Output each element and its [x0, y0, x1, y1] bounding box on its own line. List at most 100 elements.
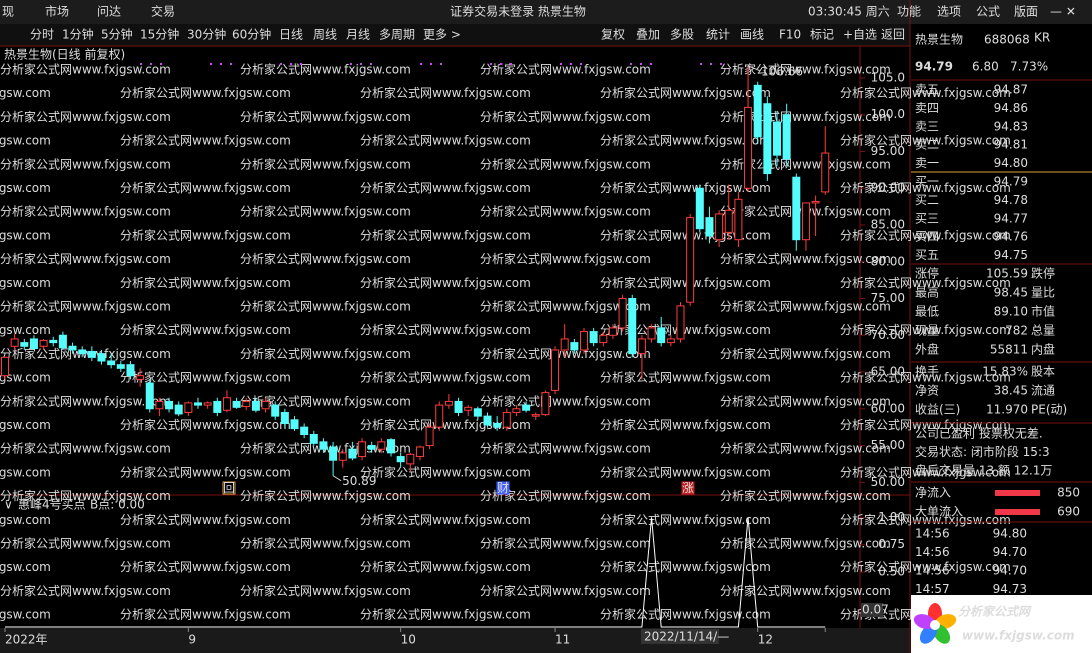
watermark: 分析家公式网www.fxjgsw.com	[840, 464, 1011, 479]
high-label: 106.66	[761, 64, 803, 78]
period-tab[interactable]: 1分钟	[62, 27, 94, 42]
candle-body	[242, 400, 251, 408]
menu-item[interactable]: 交易	[151, 4, 175, 19]
candle-body	[676, 305, 685, 340]
watermark: 分析家公式网www.fxjgsw.com	[360, 370, 531, 385]
candle-body	[10, 338, 19, 347]
menu-item[interactable]: 问达	[97, 5, 121, 19]
x-tick-label: 12	[758, 633, 773, 647]
candle-body	[329, 446, 338, 461]
event-marker[interactable]	[222, 481, 236, 495]
watermark: 分析家公式网www.fxjgsw.com	[360, 512, 531, 527]
watermark: 分析家公式网www.fxjgsw.com	[0, 559, 51, 574]
tool-button[interactable]: 复权	[601, 28, 625, 42]
watermark: 分析家公式网www.fxjgsw.com	[0, 322, 51, 337]
watermark: 分析家公式网www.fxjgsw.com	[480, 583, 651, 598]
watermark: 分析家公式网www.fxjgsw.com	[480, 62, 651, 77]
watermark: 分析家公式网www.fxjgsw.com	[600, 607, 771, 622]
menu-item[interactable]: 现	[2, 5, 14, 19]
watermark: 分析家公式网www.fxjgsw.com	[120, 227, 291, 242]
candle-body	[68, 345, 77, 351]
candle-body	[232, 400, 241, 408]
stock-tag: KR	[1034, 31, 1050, 45]
tool-button[interactable]: 叠加	[636, 28, 660, 42]
indicator-line	[5, 517, 826, 628]
menu-item[interactable]: 选项	[937, 5, 961, 19]
menu-item[interactable]: 公式	[976, 5, 1000, 19]
candle-body	[415, 446, 424, 458]
candle-body	[502, 411, 511, 428]
tool-button[interactable]: 返回	[881, 28, 905, 42]
period-tab[interactable]: 30分钟	[187, 27, 226, 42]
watermark: 分析家公式网www.fxjgsw.com	[600, 180, 771, 195]
period-tab[interactable]: 月线	[346, 28, 370, 42]
tool-button[interactable]: 画线	[740, 28, 764, 42]
period-tab[interactable]: 60分钟	[232, 27, 271, 42]
menu-item[interactable]: 市场	[45, 4, 69, 19]
menu-item[interactable]: 版面	[1014, 5, 1038, 19]
annotation-line	[747, 65, 761, 72]
clock: 03:30:45 周六	[808, 5, 890, 19]
tool-button[interactable]: 标记	[810, 28, 834, 42]
candle-body	[715, 213, 724, 241]
trade-price: 94.73	[993, 582, 1027, 596]
menu-item[interactable]: 功能	[897, 5, 921, 19]
stat-label: 股本	[1031, 365, 1055, 379]
watermark: 分析家公式网www.fxjgsw.com	[840, 322, 1011, 337]
period-tab[interactable]: 周线	[313, 28, 337, 42]
watermark: 分析家公式网www.fxjgsw.com	[600, 133, 771, 148]
watermark: 分析家公式网www.fxjgsw.com	[600, 275, 771, 290]
watermark: 分析家公式网www.fxjgsw.com	[120, 133, 291, 148]
stat-label: 换手	[915, 365, 939, 379]
period-tab[interactable]: 分时	[30, 28, 54, 42]
signal-dot	[570, 63, 572, 65]
candle-body	[734, 198, 743, 241]
stat-value: 89.10	[994, 305, 1028, 319]
period-tab[interactable]: 日线	[279, 28, 303, 42]
watermark: 分析家公式网www.fxjgsw.com	[600, 227, 771, 242]
candle-body	[203, 402, 212, 406]
candle-body	[589, 331, 598, 344]
candle-body	[20, 342, 29, 347]
signal-dot	[420, 63, 422, 65]
event-marker[interactable]	[496, 481, 510, 495]
candle-body	[493, 422, 502, 428]
flow-label: 净流入	[915, 486, 951, 500]
period-tab[interactable]: 5分钟	[101, 27, 133, 42]
tool-button[interactable]: +自选	[843, 28, 877, 42]
tool-button[interactable]: 统计	[706, 28, 730, 42]
candle-body	[58, 334, 67, 349]
watermark: 分析家公式网www.fxjgsw.com	[240, 536, 411, 551]
watermark: 分析家公式网www.fxjgsw.com	[720, 156, 891, 171]
tool-button[interactable]: F10	[779, 28, 801, 42]
watermark: 分析家公式网www.fxjgsw.com	[120, 370, 291, 385]
event-marker[interactable]	[681, 481, 695, 495]
period-tab[interactable]: 多周期	[379, 28, 415, 42]
period-tab[interactable]: 更多 >	[423, 28, 461, 42]
candle-body	[666, 338, 675, 344]
book-label: 买五	[915, 248, 939, 262]
status-line: 交易状态: 闭市阶段 15:3	[915, 444, 1050, 459]
book-label: 买一	[915, 175, 939, 189]
candle-body	[406, 453, 415, 465]
y-tick-label: 65.00	[871, 365, 905, 379]
period-tab[interactable]: 15分钟	[140, 27, 179, 42]
signal-dot	[710, 63, 712, 65]
candle-body	[782, 114, 791, 160]
watermark: 分析家公式网www.fxjgsw.com	[480, 204, 651, 219]
candle-body	[821, 152, 830, 193]
watermark: 分析家公式网www.fxjgsw.com	[480, 156, 651, 171]
book-label: 买二	[915, 193, 939, 207]
watermark: 分析家公式网www.fxjgsw.com	[0, 227, 51, 242]
signal-dot	[430, 63, 432, 65]
watermark: 分析家公式网www.fxjgsw.com	[840, 133, 1011, 148]
stat-label: PE(动)	[1031, 403, 1067, 417]
tool-button[interactable]: 多股	[670, 28, 694, 42]
window-controls: — ✕	[1050, 5, 1076, 19]
watermark: 分析家公式网www.fxjgsw.com	[600, 417, 771, 432]
watermark: 分析家公式网www.fxjgsw.com	[0, 370, 51, 385]
book-price: 94.75	[994, 248, 1028, 262]
watermark: 分析家公式网www.fxjgsw.com	[240, 204, 411, 219]
watermark: 分析家公式网www.fxjgsw.com	[240, 393, 411, 408]
watermark: 分析家公式网www.fxjgsw.com	[480, 346, 651, 361]
